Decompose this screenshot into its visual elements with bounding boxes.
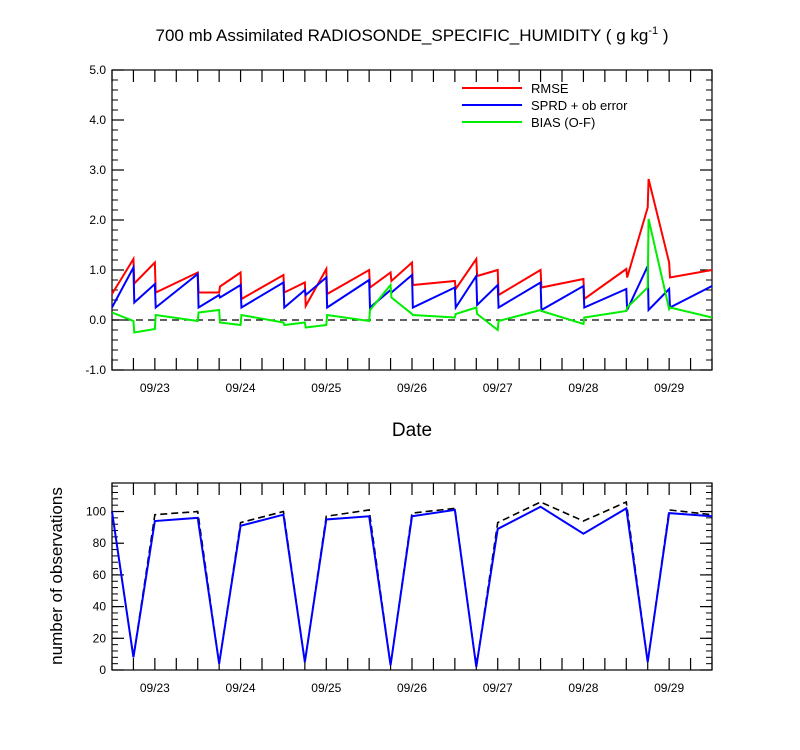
x-tick-label-0-5: 09/28 [568, 381, 598, 395]
x-tick-label-1-6: 09/29 [654, 681, 684, 695]
y-tick-label-0-3: 2.0 [89, 213, 106, 227]
legend-label-2: BIAS (O-F) [531, 115, 595, 130]
y-tick-label-0-4: 3.0 [89, 163, 106, 177]
x-tick-label-0-2: 09/25 [311, 381, 341, 395]
x-tick-label-1-2: 09/25 [311, 681, 341, 695]
y-tick-label-0-1: 0.0 [89, 313, 106, 327]
x-tick-label-0-6: 09/29 [654, 381, 684, 395]
bottom-chart-series [111, 500, 713, 667]
bottom-chart-axes: 09/23 09/24 09/25 09/26 09/27 09/28 09/29 0 20 40… [86, 482, 713, 695]
y-tick-label-1-3: 60 [93, 568, 107, 582]
x-tick-label-1-4: 09/27 [483, 681, 513, 695]
series-line-rmse [111, 178, 713, 310]
top-chart-legend: RMSE SPRD + ob error BIAS (O-F) [462, 81, 628, 130]
legend-label-1: SPRD + ob error [531, 98, 628, 113]
top-chart-xlabel: Date [392, 420, 432, 441]
top-chart-title: 700 mb Assimilated RADIOSONDE_SPECIFIC_H… [156, 25, 669, 45]
x-tick-label-0-3: 09/26 [397, 381, 427, 395]
x-tick-label-1-5: 09/28 [568, 681, 598, 695]
series-line-assimilated [111, 505, 713, 667]
y-tick-label-1-0: 0 [99, 663, 106, 677]
y-tick-label-0-5: 4.0 [89, 113, 106, 127]
y-tick-label-0-0: -1.0 [85, 363, 106, 377]
y-tick-label-0-6: 5.0 [89, 63, 106, 77]
x-tick-label-1-1: 09/24 [226, 681, 256, 695]
y-tick-label-1-5: 100 [86, 505, 106, 519]
y-tick-label-1-2: 40 [93, 600, 107, 614]
top-chart-series [111, 178, 713, 334]
series-line-bias-o-f- [111, 218, 713, 334]
top-chart-axes: 09/23 09/24 09/25 09/26 09/27 09/28 09/29 -1.0 0… [85, 63, 713, 395]
legend-label-0: RMSE [531, 81, 569, 96]
y-tick-label-0-2: 1.0 [89, 263, 106, 277]
plot-frame-0 [111, 69, 713, 371]
y-tick-label-1-1: 20 [93, 631, 107, 645]
x-tick-label-0-1: 09/24 [226, 381, 256, 395]
y-tick-label-1-4: 80 [93, 536, 107, 550]
series-line-possible [111, 500, 713, 667]
x-tick-label-0-0: 09/23 [140, 381, 170, 395]
x-tick-label-0-4: 09/27 [483, 381, 513, 395]
bottom-chart-ylabel: number of observations [47, 487, 66, 665]
x-tick-label-1-3: 09/26 [397, 681, 427, 695]
x-tick-label-1-0: 09/23 [140, 681, 170, 695]
